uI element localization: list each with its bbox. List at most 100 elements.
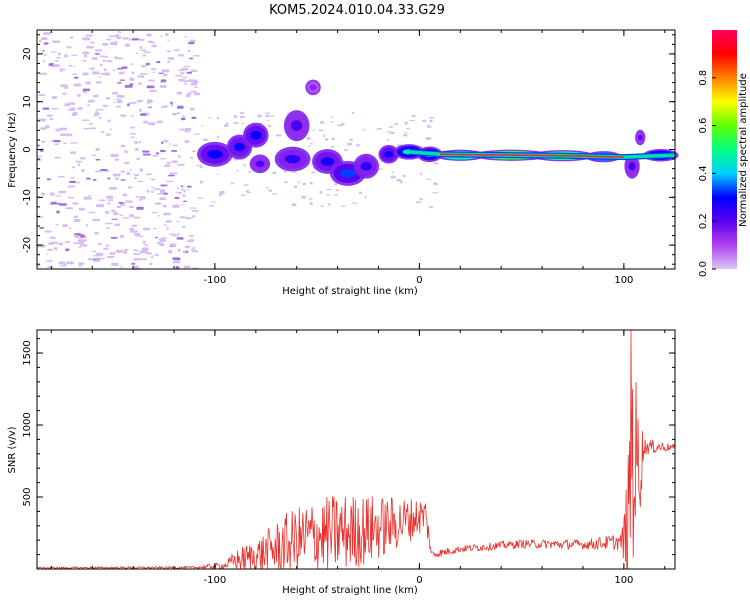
speckle (70, 151, 77, 154)
x-tick-label: -100 (204, 575, 227, 586)
speckle (160, 184, 169, 187)
speckle (177, 54, 185, 57)
speckle (82, 60, 87, 62)
speckle (185, 217, 192, 220)
speckle (80, 234, 85, 237)
speckle (364, 195, 367, 199)
speckle (426, 124, 429, 126)
speckle (40, 127, 47, 130)
speckle (81, 119, 90, 122)
speckle (217, 135, 220, 139)
speckle (114, 177, 120, 180)
speckle (326, 188, 333, 191)
speckle (106, 195, 114, 199)
speckle (291, 203, 297, 207)
speckle (105, 133, 111, 136)
spectrogram-plot-bg (37, 30, 675, 269)
speckle (162, 192, 168, 195)
snr-series-line (37, 329, 676, 570)
speckle (98, 199, 106, 202)
speckle (236, 169, 239, 172)
speckle (92, 179, 97, 181)
speckle (132, 253, 141, 255)
speckle (135, 196, 141, 198)
speckle (265, 112, 270, 114)
speckle (73, 215, 79, 219)
speckle (139, 168, 143, 172)
speckle (73, 83, 81, 87)
spectrogram-x-axis-label: Height of straight line (km) (282, 286, 418, 297)
speckle (103, 247, 109, 250)
speckle (166, 225, 169, 227)
speckle (335, 189, 340, 192)
snr-x-axis-label: Height of straight line (km) (282, 585, 418, 596)
speckle (119, 95, 125, 98)
speckle (183, 189, 186, 193)
speckle (58, 242, 64, 246)
speckle (159, 239, 167, 242)
speckle (39, 72, 47, 75)
speckle (106, 255, 115, 259)
speckle (176, 237, 184, 240)
speckle (230, 182, 234, 185)
speckle (47, 266, 54, 268)
speckle (105, 227, 111, 229)
speckle (102, 59, 106, 63)
colorbar-tick-label: 0.4 (698, 165, 709, 181)
speckle (60, 84, 69, 88)
speckle (117, 99, 122, 102)
speckle (302, 182, 307, 186)
speckle (149, 262, 153, 265)
speckle (70, 36, 74, 39)
speckle (43, 32, 51, 35)
speckle (65, 248, 70, 252)
speckle (334, 183, 337, 186)
speckle (186, 240, 192, 243)
speckle (64, 86, 68, 89)
speckle (217, 116, 220, 120)
speckle (197, 197, 204, 199)
speckle (106, 170, 110, 173)
speckle (136, 206, 144, 210)
speckle (147, 106, 153, 108)
speckle (341, 122, 345, 125)
speckle (74, 234, 79, 238)
speckle (363, 128, 366, 131)
speckle (169, 233, 176, 235)
colorbar-label: Normalized spectral amplitude (738, 73, 749, 227)
speckle (120, 114, 127, 117)
speckle (84, 54, 88, 58)
speckle (94, 53, 100, 55)
speckle (139, 46, 143, 49)
speckle (115, 34, 120, 38)
speckle (191, 80, 199, 83)
speckle (91, 250, 97, 253)
speckle (159, 158, 167, 160)
speckle (97, 257, 105, 260)
speckle (46, 114, 53, 117)
speckle (162, 204, 167, 208)
speckle (87, 258, 94, 261)
speckle (155, 152, 160, 155)
speckle (159, 149, 166, 153)
speckle (149, 89, 157, 93)
speckle (141, 247, 149, 251)
speckle (178, 69, 183, 72)
speckle (92, 218, 100, 222)
speckle (185, 250, 189, 253)
speckle (157, 238, 164, 240)
speckle (86, 46, 94, 49)
speckle (330, 121, 334, 123)
speckle (98, 76, 102, 78)
speckle (46, 260, 53, 262)
speckle (191, 210, 199, 212)
speckle (172, 204, 180, 208)
speckle (187, 49, 191, 53)
speckle (51, 107, 59, 110)
speckle (181, 225, 186, 229)
speckle (111, 262, 119, 266)
speckle (400, 180, 403, 184)
speckle (79, 244, 88, 247)
speckle (106, 38, 112, 41)
speckle (58, 190, 67, 194)
